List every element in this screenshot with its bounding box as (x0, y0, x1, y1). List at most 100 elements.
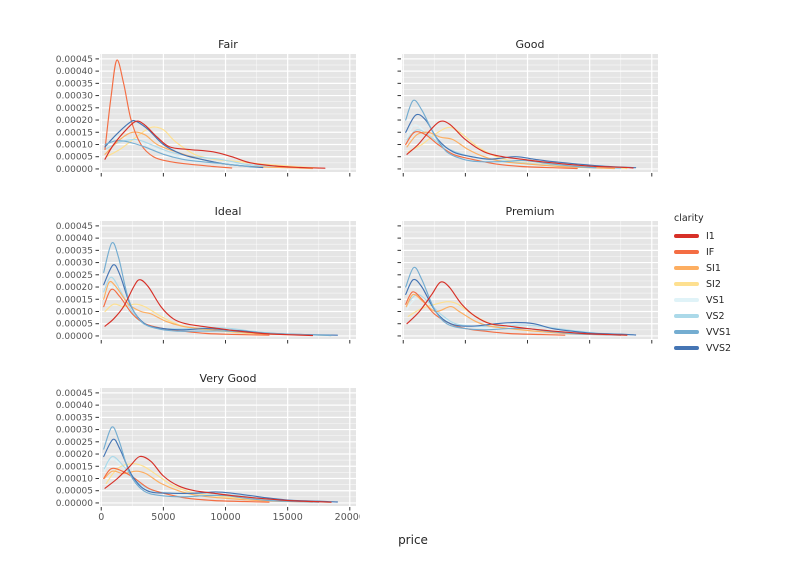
legend-entry: I1 (674, 228, 784, 244)
legend-entry: VS1 (674, 292, 784, 308)
legend-color-swatch-VS1 (674, 298, 699, 302)
legend-entry: VS2 (674, 308, 784, 324)
density-curve-I1 (104, 455, 332, 503)
y-tick-label: 0.00025 (56, 271, 93, 281)
density-curves (104, 59, 326, 170)
y-tick-label: 0.00040 (56, 234, 93, 244)
y-tick-label: 0.00005 (56, 320, 93, 330)
x-tick-label: 10000 (210, 512, 240, 523)
density-curves (103, 426, 338, 503)
facet-good: Good (356, 38, 662, 194)
facet-ideal: Ideal 0.00000 0.00005 0.00010 0.00015 0.0002… (54, 205, 360, 361)
y-tick-labels: 0.00000 0.00005 0.00010 0.00015 0.00020 0.000… (56, 222, 93, 342)
y-tick-label: 0.00030 (56, 259, 93, 269)
legend-label: VS2 (706, 310, 725, 322)
panel-background (402, 54, 658, 172)
x-axis-title: price (398, 533, 428, 547)
facet-title: Good (515, 38, 545, 51)
panel-background (100, 54, 356, 172)
y-tick-label: 0.00035 (56, 413, 93, 423)
facet-title: Ideal (214, 205, 242, 218)
y-tick-label: 0.00035 (56, 246, 93, 256)
y-tick-label: 0.00020 (56, 116, 93, 126)
density-curve-I1 (104, 120, 326, 169)
facet-very-good: Very Good 0.00000 0.00005 0.00010 0.00015 0.… (54, 372, 360, 528)
y-tick-label: 0.00045 (56, 389, 93, 399)
y-tick-labels: 0.00000 0.00005 0.00010 0.00015 0.00020 0.000… (56, 55, 93, 175)
legend-color-swatch-SI2 (674, 282, 699, 286)
facet-title: Very Good (199, 372, 257, 385)
x-tick-label: 15000 (273, 512, 303, 523)
density-curves (405, 99, 637, 170)
density-curve-VS2 (406, 293, 634, 336)
y-tick-label: 0.00015 (56, 295, 93, 305)
x-tick-label: 20000 (335, 512, 360, 523)
legend: clarity I1 IF SI1 SI2 VS1 VS2 VVS1 VVS2 (674, 212, 784, 356)
gridlines (100, 221, 356, 339)
legend-label: SI2 (706, 278, 721, 290)
legend-entry: IF (674, 244, 784, 260)
legend-color-swatch-SI1 (674, 266, 699, 270)
y-tick-label: 0.00045 (56, 55, 93, 65)
gridlines (100, 388, 356, 506)
gridlines (402, 54, 658, 172)
density-curve-VVS1 (405, 99, 597, 169)
y-tick-label: 0.00015 (56, 462, 93, 472)
legend-label: VS1 (706, 294, 725, 306)
y-tick-label: 0.00020 (56, 450, 93, 460)
facet-premium: Premium (356, 205, 662, 361)
y-tick-label: 0.00000 (56, 165, 93, 175)
axis-ticks (95, 225, 351, 344)
density-curve-VVS1 (103, 241, 332, 337)
x-tick-label: 0 (98, 512, 104, 523)
axis-ticks (397, 225, 653, 344)
density-curve-VVS1 (104, 140, 258, 169)
density-curve-VVS1 (405, 266, 622, 336)
density-curve-SI1 (406, 131, 616, 170)
legend-color-swatch-VS2 (674, 314, 699, 318)
y-tick-label: 0.00000 (56, 332, 93, 342)
facet-title: Fair (218, 38, 238, 51)
density-curve-VVS2 (405, 278, 637, 336)
legend-entry: VVS2 (674, 340, 784, 356)
x-tick-labels: 0 5000 10000 15000 20000 (98, 512, 360, 523)
density-curve-IF (103, 467, 270, 503)
y-tick-label: 0.00040 (56, 401, 93, 411)
y-tick-label: 0.00030 (56, 92, 93, 102)
panel-background (100, 221, 356, 339)
axis-ticks (95, 392, 351, 511)
y-tick-label: 0.00010 (56, 474, 93, 484)
legend-entry: VVS1 (674, 324, 784, 340)
y-tick-label: 0.00030 (56, 426, 93, 436)
y-tick-labels: 0.00000 0.00005 0.00010 0.00015 0.00020 0.000… (56, 389, 93, 509)
legend-color-swatch-VVS2 (674, 346, 699, 350)
density-curves (405, 266, 637, 336)
density-curve-I1 (406, 120, 634, 169)
legend-color-swatch-I1 (674, 234, 699, 238)
density-curve-IF (405, 131, 578, 170)
facet-very-good-panel: 0.00000 0.00005 0.00010 0.00015 0.00020 0.000… (56, 388, 360, 523)
density-curve-IF (405, 291, 566, 336)
axis-ticks (397, 58, 653, 177)
y-tick-label: 0.00025 (56, 438, 93, 448)
x-tick-label: 5000 (151, 512, 175, 523)
facet-title: Premium (505, 205, 555, 218)
legend-label: I1 (706, 230, 715, 242)
legend-label: VVS1 (706, 326, 732, 338)
axis-ticks (95, 58, 351, 177)
legend-label: SI1 (706, 262, 721, 274)
density-curve-IF (104, 59, 233, 169)
legend-entries: I1 IF SI1 SI2 VS1 VS2 VVS1 VVS2 (674, 228, 784, 356)
legend-label: IF (706, 246, 715, 258)
y-tick-label: 0.00005 (56, 487, 93, 497)
legend-label: VVS2 (706, 342, 732, 354)
facet-ideal-panel: 0.00000 0.00005 0.00010 0.00015 0.00020 0.000… (56, 221, 356, 344)
y-tick-label: 0.00025 (56, 104, 93, 114)
facet-fair: Fair 0.00000 0.00005 0.00010 0.00015 0.00020… (54, 38, 360, 194)
density-curves (103, 241, 338, 337)
legend-color-swatch-VVS1 (674, 330, 699, 334)
legend-entry: SI2 (674, 276, 784, 292)
y-tick-label: 0.00010 (56, 140, 93, 150)
legend-entry: SI1 (674, 260, 784, 276)
